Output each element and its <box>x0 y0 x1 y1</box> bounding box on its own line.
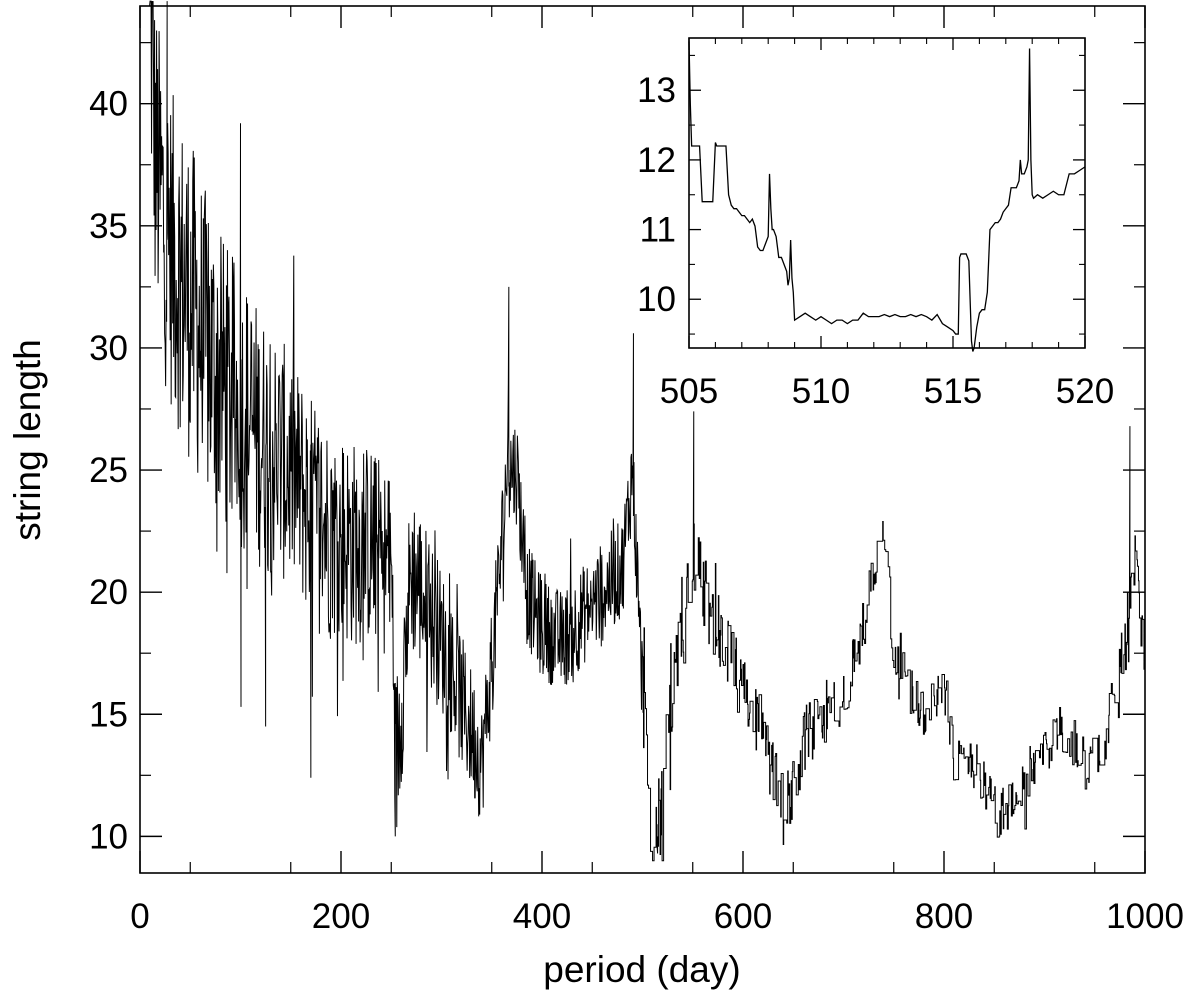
x-tick-label: 1000 <box>1106 897 1184 936</box>
y-tick-label: 10 <box>89 817 128 856</box>
main-series-line <box>140 0 1146 862</box>
inset-x-tick-label: 505 <box>660 372 718 411</box>
inset-axis-tick-labels: 505 510 515 520 10 11 12 13 <box>637 71 1114 411</box>
inset-x-tick-label: 520 <box>1056 372 1114 411</box>
main-plot-frame <box>139 5 1146 874</box>
inset-axis-ticks <box>688 38 1086 348</box>
main-plot: 0 200 400 600 800 1000 10 15 20 25 30 35 40 period (… <box>7 0 1184 990</box>
inset-x-tick-label: 515 <box>924 372 982 411</box>
y-tick-label: 30 <box>89 329 128 368</box>
inset-y-tick-label: 11 <box>640 211 676 250</box>
inset-x-tick-label: 510 <box>792 372 850 411</box>
y-tick-label: 35 <box>89 207 128 246</box>
x-tick-label: 800 <box>915 897 973 936</box>
x-tick-label: 200 <box>312 897 370 936</box>
x-tick-label: 600 <box>714 897 772 936</box>
main-axis-ticks <box>139 6 1146 873</box>
y-tick-label: 15 <box>89 695 128 734</box>
x-axis-label: period (day) <box>543 949 740 990</box>
inset-plot: 505 510 515 520 10 11 12 13 <box>637 37 1114 411</box>
x-tick-label: 0 <box>130 897 149 936</box>
y-tick-label: 40 <box>89 85 128 124</box>
y-tick-label: 20 <box>89 573 128 612</box>
inset-plot-background <box>689 38 1085 348</box>
inset-y-tick-label: 12 <box>637 141 676 180</box>
y-axis-label: string length <box>7 339 48 541</box>
inset-y-tick-label: 10 <box>637 280 676 319</box>
x-tick-label: 400 <box>513 897 571 936</box>
y-tick-label: 25 <box>89 451 128 490</box>
main-axis-tick-labels: 0 200 400 600 800 1000 10 15 20 25 30 35 40 <box>89 85 1184 936</box>
inset-y-tick-label: 13 <box>637 71 676 110</box>
inset-plot-frame <box>688 37 1086 349</box>
inset-series-line <box>688 41 1086 352</box>
